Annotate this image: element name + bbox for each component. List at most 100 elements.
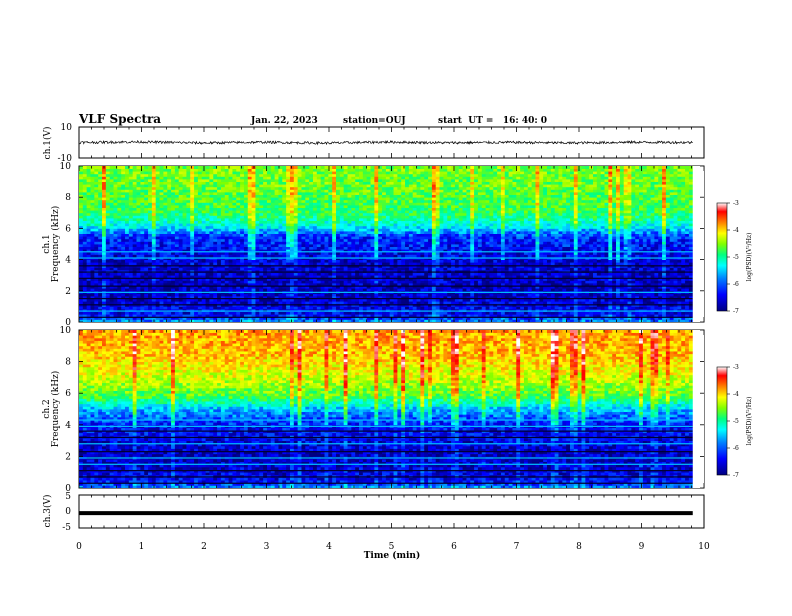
spectrogram-cell [339, 231, 345, 234]
spectrogram-cell [201, 189, 206, 193]
spectrogram-cell [312, 238, 318, 242]
spectrogram-cell [113, 197, 118, 201]
spectrogram-cell [220, 199, 226, 203]
spectrogram-cell [213, 202, 218, 206]
spectrogram-cell [128, 218, 134, 221]
spectrogram-cell [186, 288, 191, 292]
spectrogram-cell [286, 225, 291, 229]
spectrogram-cell [220, 173, 226, 177]
spectrogram-cell [278, 181, 283, 185]
spectrogram-cell [382, 319, 387, 322]
spectrogram-cell [94, 207, 99, 211]
spectrogram-cell [132, 189, 137, 193]
spectrogram-cell [274, 215, 279, 219]
spectrogram-cell [159, 179, 164, 182]
spectrogram-cell [163, 197, 168, 201]
spectrogram-cell [121, 233, 126, 237]
spectrogram-cell [274, 241, 279, 245]
spectrogram-cell [171, 210, 176, 214]
spectrogram-cell [259, 298, 264, 302]
spectrogram-cell [140, 254, 145, 258]
spectrogram-cell [105, 205, 111, 208]
spectrogram-cell [163, 225, 168, 229]
spectrogram-cell [174, 189, 180, 193]
spectrogram-cell [301, 194, 306, 198]
spectrogram-cell [155, 316, 160, 320]
spectrogram-cell [121, 189, 126, 193]
spectrogram-cell [305, 249, 310, 253]
spectrogram-cell [197, 228, 203, 232]
spectrogram-cell [324, 259, 329, 263]
spectrogram-cell [217, 319, 222, 322]
spectrogram-cell [90, 205, 95, 208]
spectrogram-cell [328, 267, 333, 271]
start-time-label: start UT = 16: 40: 0 [438, 116, 547, 126]
spectrogram-cell [316, 316, 322, 320]
spectrogram-cell [305, 244, 310, 247]
spectrogram-cell [332, 280, 337, 284]
spectrogram-cell [102, 199, 107, 203]
spectrogram-cell [305, 288, 310, 292]
spectrogram-cell [148, 301, 153, 305]
spectrogram-cell [151, 168, 157, 172]
spectrogram-cell [266, 192, 272, 195]
spectrogram-cell [178, 218, 183, 221]
spectrogram-cell [217, 238, 222, 242]
spectrogram-cell [297, 202, 302, 206]
spectrogram-cell [102, 316, 107, 320]
spectrogram-cell [228, 262, 233, 266]
spectrogram-cell [128, 311, 134, 315]
spectrogram-cell [209, 179, 214, 182]
spectrogram-cell [132, 293, 137, 297]
spectrogram-cell [217, 275, 222, 279]
spectrogram-cell [320, 277, 325, 281]
spectrogram-cell [109, 207, 114, 211]
spectrogram-cell [182, 205, 187, 208]
spectrogram-cell [378, 267, 383, 271]
spectrogram-cell [102, 301, 107, 305]
spectrogram-cell [309, 244, 314, 247]
spectrogram-cell [79, 207, 84, 211]
spectrogram-cell [240, 296, 245, 299]
spectrogram-cell [148, 179, 153, 182]
spectrogram-cell [309, 259, 314, 263]
spectrogram-cell [374, 319, 379, 322]
spectrogram-cell [132, 285, 137, 289]
spectrogram-cell [136, 288, 141, 292]
spectrogram-cell [90, 184, 95, 188]
spectrogram-cell [174, 259, 180, 263]
spectrogram-cell [224, 238, 230, 242]
spectrogram-cell [190, 194, 195, 198]
spectrogram-cell [151, 176, 157, 180]
spectrogram-cell [155, 186, 160, 190]
spectrogram-cell [182, 285, 187, 289]
spectrogram-cell [102, 283, 107, 286]
spectrogram-cell [105, 306, 111, 310]
spectrogram-cell [382, 184, 387, 188]
spectrogram-cell [86, 251, 91, 255]
spectrogram-cell [240, 314, 245, 318]
spectrogram-cell [155, 166, 160, 169]
spectrogram-cell [132, 197, 137, 201]
spectrogram-cell [305, 205, 310, 208]
spectrogram-cell [362, 249, 368, 253]
spectrogram-cell [378, 262, 383, 266]
spectrogram-cell [366, 171, 371, 175]
spectrogram-cell [332, 311, 337, 315]
spectrogram-cell [105, 283, 111, 286]
spectrogram-cell [351, 272, 356, 276]
spectrogram-cell [332, 223, 337, 227]
spectrogram-cell [201, 231, 206, 234]
spectrogram-cell [86, 210, 91, 214]
spectrogram-cell [240, 202, 245, 206]
spectrogram-cell [201, 241, 206, 245]
spectrogram-cell [113, 272, 118, 276]
spectrogram-cell [232, 202, 237, 206]
spectrogram-cell [255, 314, 260, 318]
spectrogram-cell [316, 314, 322, 318]
spectrogram-cell [382, 218, 387, 221]
spectrogram-cell [167, 218, 172, 221]
spectrogram-cell [117, 293, 122, 297]
spectrogram-cell [247, 194, 253, 198]
spectrogram-cell [312, 220, 318, 224]
